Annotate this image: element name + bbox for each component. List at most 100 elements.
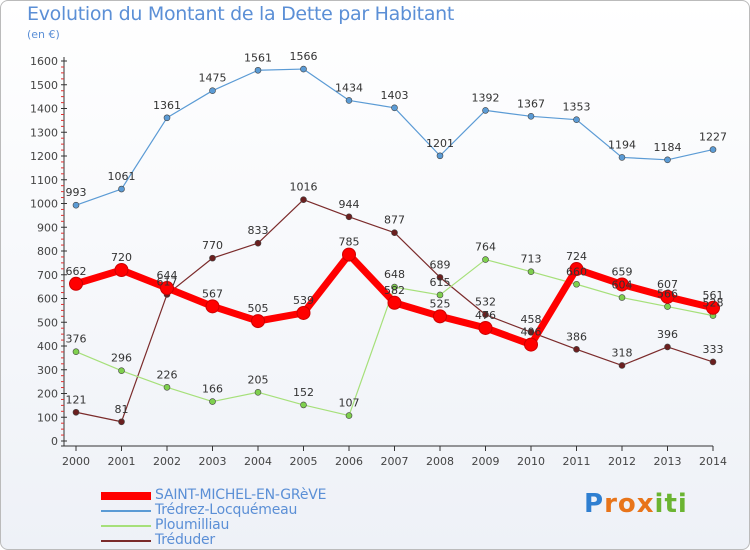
legend-swatch-ploumilliau	[101, 525, 151, 527]
data-label: 1201	[426, 137, 454, 150]
y-tick-label: 900	[37, 221, 58, 234]
y-tick-label: 0	[51, 435, 58, 448]
chart-title: Evolution du Montant de la Dette par Hab…	[27, 3, 455, 25]
data-label: 376	[66, 333, 87, 346]
y-tick-label: 200	[37, 388, 58, 401]
data-label: 1194	[608, 138, 636, 151]
data-point-2	[209, 398, 216, 405]
data-point-3	[664, 343, 671, 351]
data-point-3	[618, 362, 626, 369]
x-tick-label: 2010	[517, 455, 545, 468]
legend-label-tredrez: Trédrez-Locquémeau	[155, 502, 298, 518]
data-point-1	[391, 104, 398, 112]
data-label: 993	[66, 186, 87, 199]
data-label: 720	[111, 251, 132, 264]
x-tick-label: 2007	[381, 455, 409, 468]
data-label: 662	[66, 265, 87, 278]
data-label: 659	[612, 265, 633, 278]
data-label: 582	[384, 284, 405, 297]
data-label: 944	[339, 198, 360, 211]
data-point-3	[345, 213, 353, 221]
data-label: 1434	[335, 81, 363, 94]
data-point-1	[72, 201, 80, 209]
data-point-0	[296, 305, 311, 320]
data-point-1	[618, 154, 626, 161]
data-point-3	[527, 328, 535, 336]
x-tick-label: 2014	[699, 455, 727, 468]
data-point-1	[209, 87, 216, 94]
data-point-3	[482, 311, 489, 318]
data-label: 333	[703, 343, 724, 356]
data-label: 1566	[290, 50, 318, 63]
data-label: 770	[202, 239, 223, 252]
y-tick-label: 700	[37, 269, 58, 282]
data-label: 561	[703, 289, 724, 302]
x-tick-label: 2000	[62, 455, 90, 468]
y-tick-label: 800	[37, 245, 58, 258]
legend-swatch-treduder	[101, 540, 151, 542]
legend-swatch-saint-michel	[101, 492, 151, 500]
data-point-1	[118, 185, 125, 193]
data-label: 1184	[654, 141, 682, 154]
data-label: 833	[248, 224, 269, 237]
data-label: 476	[475, 309, 496, 322]
data-point-0	[205, 299, 220, 314]
data-point-0	[251, 314, 265, 329]
data-label: 877	[384, 214, 405, 227]
x-tick-label: 2008	[426, 455, 454, 468]
data-point-0	[342, 247, 356, 262]
data-label: 566	[657, 288, 678, 301]
y-tick-label: 1400	[30, 103, 58, 116]
y-tick-label: 1100	[30, 174, 58, 187]
data-label: 785	[339, 236, 360, 249]
data-point-3	[573, 346, 580, 353]
data-point-1	[345, 97, 353, 104]
data-point-0	[478, 320, 493, 335]
data-label: 532	[475, 296, 496, 309]
legend-label-saint-michel: SAINT-MICHEL-EN-GRèVE	[155, 487, 327, 503]
data-label: 81	[115, 403, 129, 416]
data-point-2	[527, 268, 535, 275]
data-point-1	[482, 107, 489, 114]
unit-label: (en €)	[27, 28, 60, 41]
data-label: 567	[202, 287, 223, 300]
x-tick-label: 2006	[335, 455, 363, 468]
logo-letter: t	[664, 489, 678, 519]
data-point-1	[436, 152, 444, 160]
data-point-3	[118, 418, 125, 426]
data-point-2	[664, 303, 671, 310]
y-tick-label: 600	[37, 293, 58, 306]
data-label: 1403	[381, 89, 409, 102]
data-point-2	[118, 367, 125, 375]
logo-letter: P	[584, 489, 605, 519]
data-point-0	[615, 277, 629, 292]
data-label: 660	[566, 265, 587, 278]
y-tick-label: 300	[37, 364, 58, 377]
data-label: 505	[248, 302, 269, 315]
data-point-0	[387, 295, 402, 310]
data-label: 539	[293, 294, 314, 307]
data-point-0	[660, 289, 675, 304]
x-tick-label: 2011	[563, 455, 591, 468]
data-point-1	[527, 113, 535, 120]
data-point-1	[573, 116, 580, 123]
data-label: 617	[157, 275, 178, 288]
data-point-3	[709, 358, 717, 366]
y-tick-label: 1300	[30, 126, 58, 139]
logo-letter: i	[677, 489, 688, 519]
data-label: 205	[248, 373, 269, 386]
data-point-2	[254, 389, 262, 396]
data-label: 386	[566, 330, 587, 343]
data-point-1	[163, 114, 171, 122]
x-tick-label: 2005	[290, 455, 318, 468]
data-point-2	[482, 256, 489, 263]
y-tick-label: 1500	[30, 79, 58, 92]
data-point-2	[163, 384, 171, 391]
data-label: 764	[475, 241, 496, 254]
data-label: 1392	[472, 91, 500, 104]
data-label: 525	[430, 297, 451, 310]
data-point-3	[436, 274, 444, 281]
data-label: 528	[703, 297, 724, 310]
